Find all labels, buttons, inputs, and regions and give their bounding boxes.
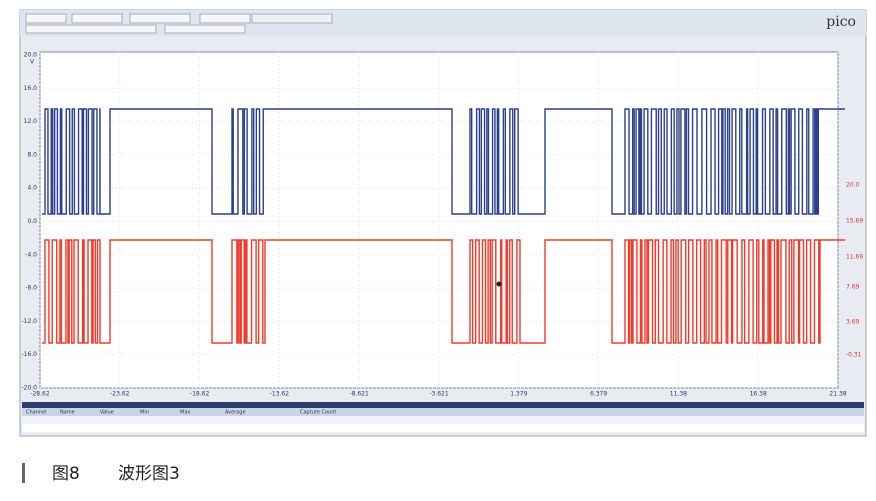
y-tick-label: 4.0 <box>27 185 37 192</box>
table-row <box>22 424 864 432</box>
x-tick-label: -23.62 <box>110 391 130 398</box>
table-header-cell: Name <box>60 410 75 416</box>
grid: 20.0 16.0 12.0 8.0 4.0 0.0 -4.0 -8.0 -12.0 -16.0 -… <box>21 52 863 398</box>
x-tick-label: -8.621 <box>350 391 370 398</box>
table-header-cell: Capture Count <box>300 410 336 416</box>
y2-tick-label: 7.69 <box>846 284 860 291</box>
y2-tick-label: 11.69 <box>846 254 863 261</box>
x-tick-label: 16.38 <box>750 391 767 398</box>
caption-title: 波形图3 <box>118 464 180 484</box>
table-headers: Channel Name Value Min Max Average Capture Cou… <box>26 410 336 416</box>
caption-figure: 图8 <box>52 464 80 484</box>
logo: pico <box>826 14 856 30</box>
traces <box>42 108 845 344</box>
y-tick-label: 0.0 <box>27 218 37 225</box>
table-row <box>22 416 864 424</box>
y-tick-label: -4.0 <box>25 251 37 258</box>
y-tick-label: 12.0 <box>24 118 38 125</box>
x-tick-label: -28.62 <box>30 391 50 398</box>
x-tick-label: -18.62 <box>190 391 210 398</box>
caption-mark <box>22 463 25 483</box>
trace <box>42 108 845 215</box>
y-tick-label: -20.0 <box>21 385 37 392</box>
y-tick-label: -12.0 <box>21 318 37 325</box>
y-tick-label: -8.0 <box>25 285 37 292</box>
y-tick-label: 8.0 <box>27 151 37 158</box>
y-tick-label: 20.0 <box>24 52 38 59</box>
table-header-cell: Min <box>140 410 149 416</box>
cursor-dot <box>496 281 502 287</box>
toolbar-buttons[interactable] <box>25 13 333 34</box>
table-title-bar <box>22 402 864 408</box>
x-tick-label: -3.621 <box>429 391 449 398</box>
table-header-cell: Max <box>180 410 190 416</box>
unit-label: V <box>30 59 35 66</box>
x-tick-label: 1.379 <box>510 391 527 398</box>
y2-tick-label: 20.0 <box>846 182 860 189</box>
y-tick-label: -16.0 <box>21 351 37 358</box>
y2-tick-label: 15.69 <box>846 218 863 225</box>
x-tick-label: 6.379 <box>590 391 607 398</box>
table-header-cell: Channel <box>26 410 47 416</box>
table-header-cell: Average <box>225 410 246 416</box>
table-header-cell: Value <box>100 410 114 416</box>
table-header <box>22 408 864 416</box>
trace <box>42 239 845 344</box>
y2-tick-label: -0.31 <box>846 352 862 359</box>
x-tick-label: 11.38 <box>670 391 687 398</box>
y2-tick-label: 3.69 <box>846 319 860 326</box>
x-tick-label: 21.38 <box>829 391 846 398</box>
x-tick-label: -13.62 <box>270 391 290 398</box>
y-tick-label: 16.0 <box>24 85 38 92</box>
